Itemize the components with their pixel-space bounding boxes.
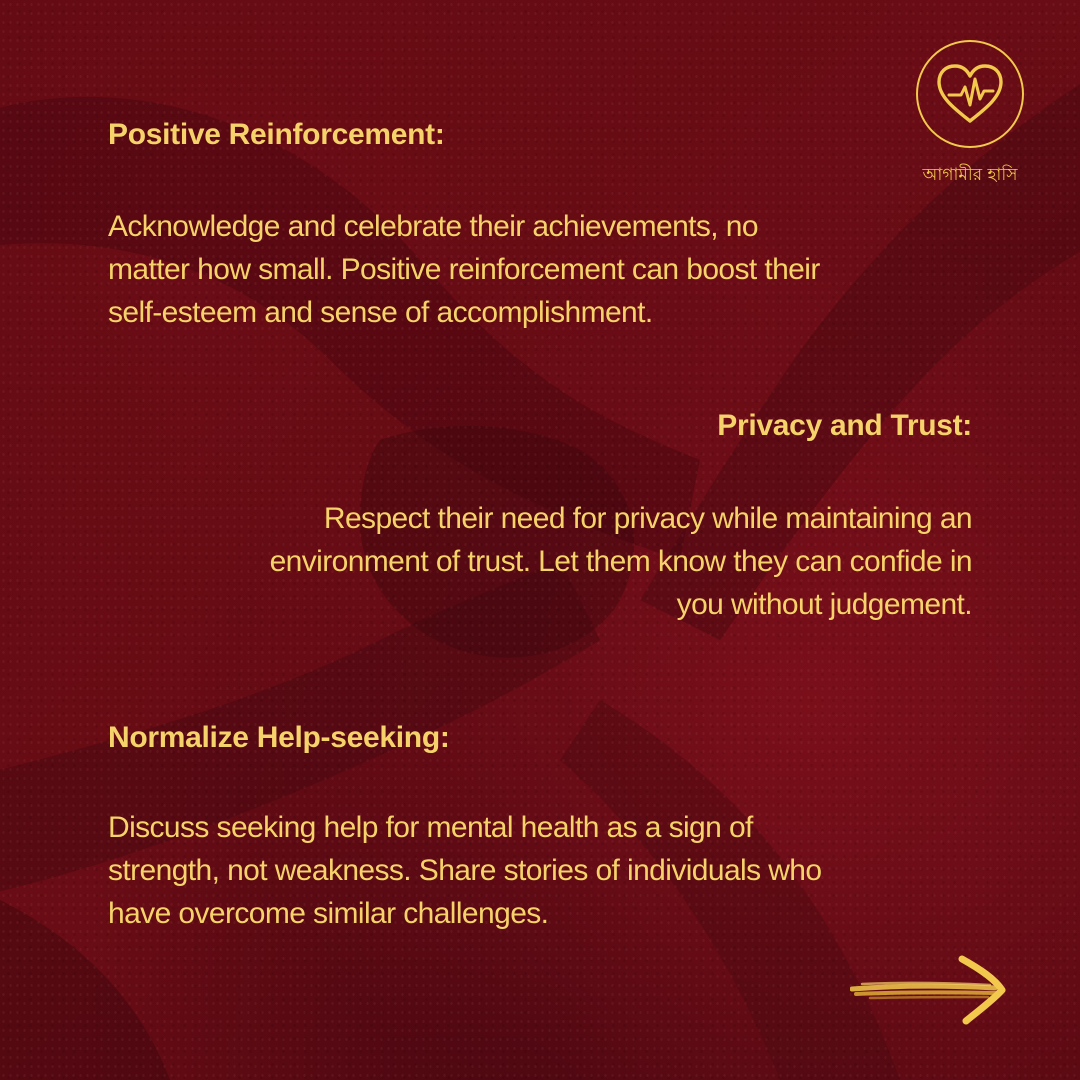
next-arrow-button[interactable] [849, 955, 1010, 1027]
section-normalize-help-seeking: Normalize Help-seeking: Discuss seeking … [108, 720, 968, 935]
section-privacy-and-trust: Privacy and Trust: Respect their need fo… [112, 408, 973, 626]
section-body-line: Respect their need for privacy while mai… [323, 502, 973, 535]
section-heading: Privacy and Trust: [717, 409, 972, 442]
section-body: Acknowledge and celebrate their achievem… [108, 205, 968, 334]
section-heading: Positive Reinforcement: [108, 118, 445, 151]
heart-pulse-icon [937, 64, 1003, 123]
section-body-line: environment of trust. Let them know they… [269, 545, 973, 578]
section-body: Respect their need for privacy while mai… [112, 497, 973, 626]
section-positive-reinforcement: Positive Reinforcement: Acknowledge and … [108, 117, 968, 334]
logo-text: আগামীর হাসি [922, 165, 1018, 185]
section-body-line: Discuss seeking help for mental health a… [108, 811, 753, 844]
section-body-line: strength, not weakness. Share stories of… [108, 854, 822, 887]
arrow-right-icon [849, 955, 1006, 1025]
section-body-line: Acknowledge and celebrate their achievem… [108, 210, 759, 243]
logo-circle [916, 40, 1024, 148]
section-body-line: self-esteem and sense of accomplishment. [108, 296, 653, 329]
section-body: Discuss seeking help for mental health a… [108, 806, 968, 935]
section-heading: Normalize Help-seeking: [108, 721, 450, 754]
section-body-line: have overcome similar challenges. [108, 897, 549, 930]
section-body-line: matter how small. Positive reinforcement… [108, 253, 820, 286]
brand-logo: আগামীর হাসি [905, 40, 1035, 190]
section-body-line: you without judgement. [676, 588, 973, 621]
